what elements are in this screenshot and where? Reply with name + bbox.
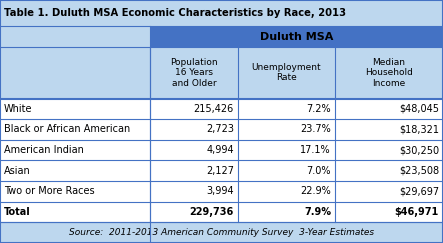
Bar [150,98,238,119]
Bar [0,160,150,181]
Text: $48,045: $48,045 [399,104,439,114]
Text: Duluth MSA: Duluth MSA [260,32,333,42]
Bar [150,202,238,222]
Text: Asian: Asian [4,166,31,176]
Bar [150,181,238,202]
Text: 17.1%: 17.1% [300,145,331,155]
Text: 7.0%: 7.0% [307,166,331,176]
Bar [335,160,443,181]
Bar [238,98,335,119]
Bar [238,140,335,160]
Text: 215,426: 215,426 [194,104,234,114]
Text: Population
16 Years
and Older: Population 16 Years and Older [170,58,218,88]
Bar [0,47,150,98]
Text: 3,994: 3,994 [206,186,234,196]
Text: Unemployment
Rate: Unemployment Rate [252,63,321,82]
Bar [150,26,443,47]
Bar [0,181,150,202]
Bar [150,119,238,140]
Text: Source:  2011-2013 American Community Survey  3-Year Estimates: Source: 2011-2013 American Community Sur… [69,228,374,237]
Bar [335,47,443,98]
Bar [150,140,238,160]
Bar [0,140,150,160]
Text: Black or African American: Black or African American [4,124,130,134]
Bar [238,160,335,181]
Text: 7.2%: 7.2% [307,104,331,114]
Text: $30,250: $30,250 [399,145,439,155]
Bar [150,160,238,181]
Text: $18,321: $18,321 [399,124,439,134]
Bar [0,0,443,26]
Text: 7.9%: 7.9% [304,207,331,217]
Bar [238,47,335,98]
Text: White: White [4,104,32,114]
Bar [150,47,238,98]
Bar [238,181,335,202]
Text: 22.9%: 22.9% [300,186,331,196]
Text: Table 1. Duluth MSA Economic Characteristics by Race, 2013: Table 1. Duluth MSA Economic Characteris… [4,8,346,18]
Bar [0,222,443,243]
Bar [0,26,150,47]
Text: 23.7%: 23.7% [300,124,331,134]
Text: Two or More Races: Two or More Races [4,186,95,196]
Text: $46,971: $46,971 [395,207,439,217]
Bar [0,119,150,140]
Bar [0,98,150,119]
Text: American Indian: American Indian [4,145,84,155]
Bar [335,119,443,140]
Bar [335,181,443,202]
Bar [238,202,335,222]
Bar [238,119,335,140]
Bar [0,202,150,222]
Text: 229,736: 229,736 [190,207,234,217]
Bar [335,202,443,222]
Text: 2,127: 2,127 [206,166,234,176]
Text: Median
Household
Income: Median Household Income [365,58,413,88]
Text: 4,994: 4,994 [206,145,234,155]
Bar [335,140,443,160]
Text: $23,508: $23,508 [399,166,439,176]
Text: $29,697: $29,697 [399,186,439,196]
Bar [335,98,443,119]
Text: 2,723: 2,723 [206,124,234,134]
Text: Total: Total [4,207,31,217]
